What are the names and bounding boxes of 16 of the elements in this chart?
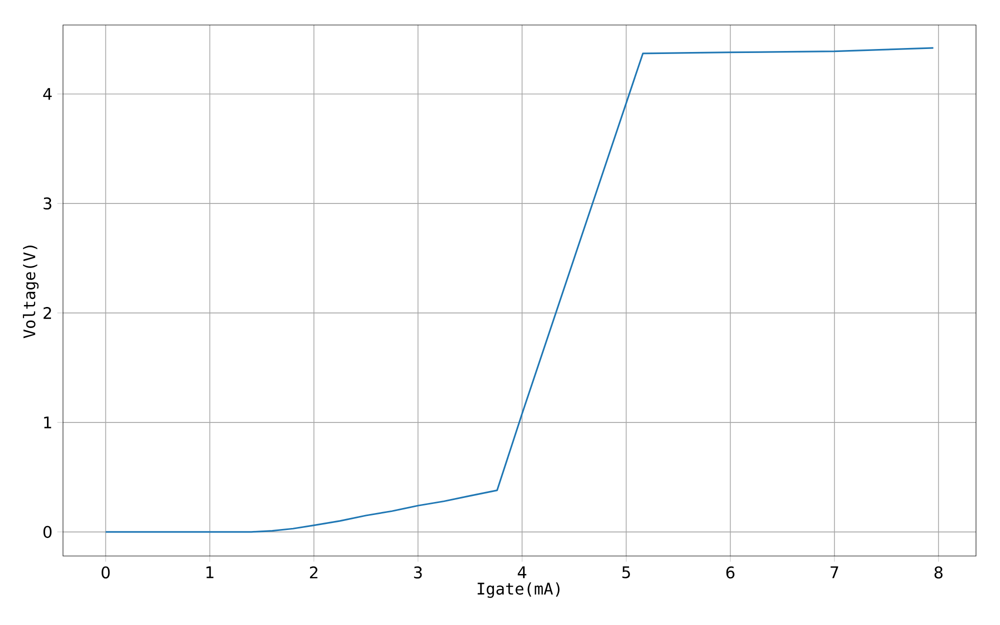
x-tick-label: 1 — [206, 566, 214, 578]
x-tick-label: 3 — [414, 566, 422, 579]
x-tick-label: 4 — [518, 566, 526, 578]
y-tick-label: 1 — [44, 416, 52, 428]
x-tick-label: 5 — [622, 566, 630, 578]
x-tick-label: 0 — [102, 566, 110, 579]
x-tick-label: 7 — [830, 566, 838, 578]
y-axis-title: Voltage(V) — [22, 246, 39, 338]
x-tick-label: 2 — [310, 566, 318, 578]
x-tick-label: 8 — [934, 566, 943, 579]
y-tick-label: 3 — [44, 197, 52, 210]
y-tick-label: 0 — [43, 526, 52, 538]
x-axis-title: Igate(mA) — [478, 582, 560, 598]
x-tick-label: 6 — [726, 566, 734, 579]
y-tick-label: 2 — [44, 307, 51, 319]
y-tick-label: 4 — [43, 88, 52, 100]
